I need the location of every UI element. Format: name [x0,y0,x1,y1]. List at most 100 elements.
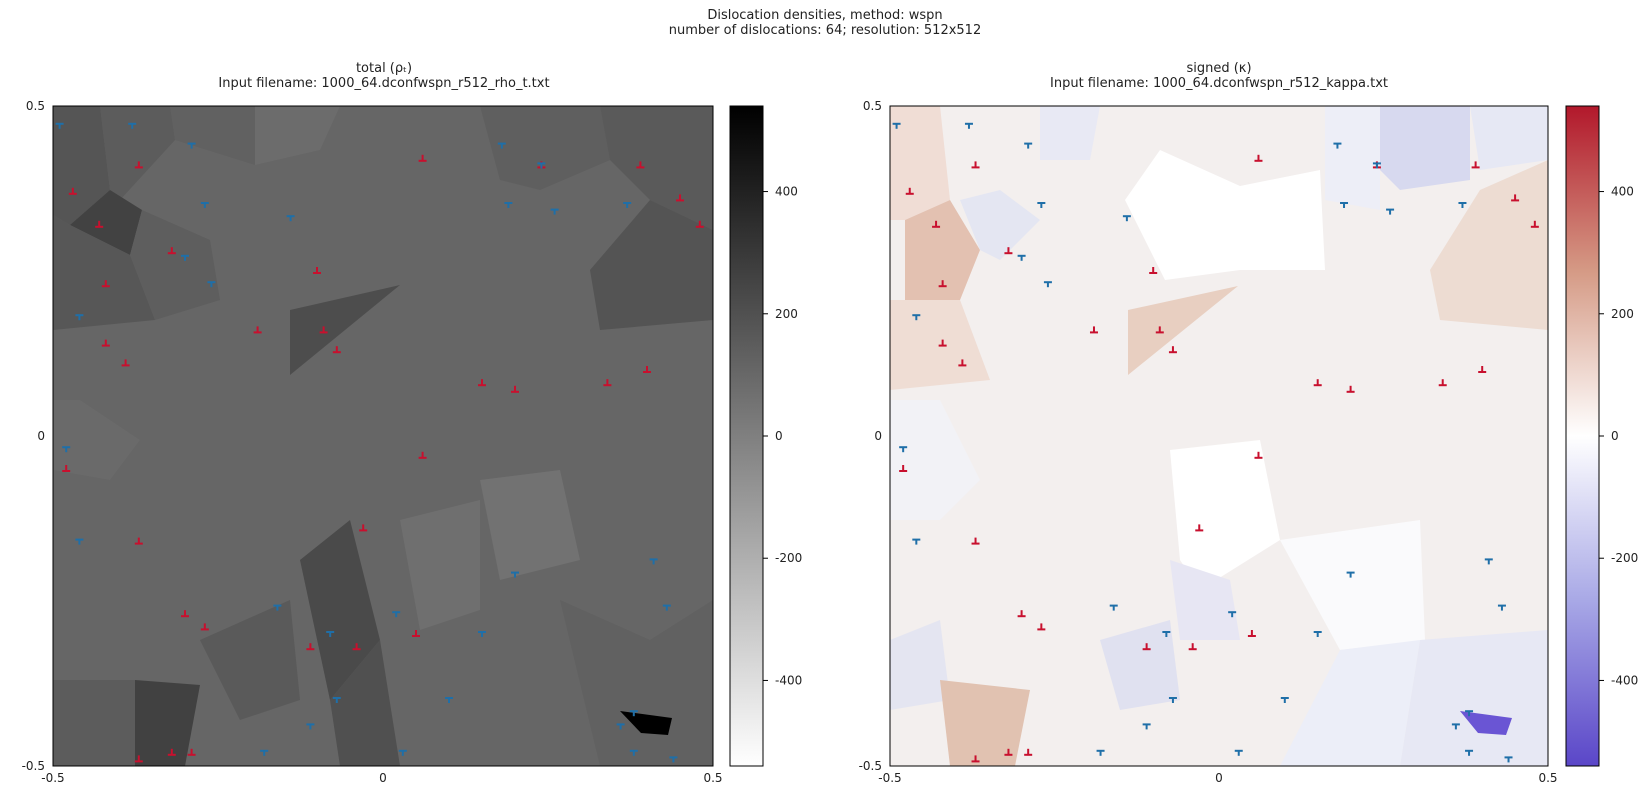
negative-dislocation-marker [128,122,137,129]
negative-dislocation-marker [1465,710,1474,717]
positive-dislocation-marker [1024,748,1033,756]
positive-dislocation-marker [1142,643,1151,651]
negative-dislocation-marker [75,538,84,545]
positive-dislocation-marker [971,537,980,545]
positive-dislocation-marker [1530,220,1539,228]
positive-dislocation-marker [1254,451,1263,459]
negative-dislocation-marker [616,723,625,730]
signed-axes: -0.5 0 0.5 0.5 0 -0.5 [859,99,1558,785]
positive-dislocation-marker [101,280,110,288]
positive-dislocation-marker [603,379,612,387]
negative-dislocation-marker [1122,215,1131,222]
negative-dislocation-marker [623,202,632,208]
negative-dislocation-marker [181,254,189,261]
positive-dislocation-marker [636,161,645,169]
negative-dislocation-marker [445,697,453,703]
positive-dislocation-marker [1254,154,1263,162]
total-y-tick-label: 0.5 [26,99,45,113]
negative-dislocation-marker [75,314,84,321]
negative-dislocation-marker [629,710,638,717]
positive-dislocation-marker [359,524,368,532]
signed-x-tick-label: 0 [1215,771,1223,785]
negative-dislocation-marker [332,697,341,703]
negative-dislocation-marker [1484,558,1493,565]
negative-dislocation-marker [912,538,921,545]
total-panel-filename: Input filename: 1000_64.dconfwspn_r512_r… [218,76,549,91]
positive-dislocation-marker [200,623,209,631]
positive-dislocation-marker [101,339,110,347]
negative-dislocation-marker [1340,202,1349,208]
positive-dislocation-marker [68,187,77,195]
total-plot-frame [52,105,714,767]
positive-dislocation-marker [1155,326,1164,334]
positive-dislocation-marker [332,346,341,354]
positive-dislocation-marker [313,267,321,274]
negative-dislocation-marker [200,202,209,208]
signed-colorbar-tick-label: -400 [1611,673,1638,687]
positive-dislocation-marker [167,748,176,756]
positive-dislocation-marker [1188,643,1197,651]
positive-dislocation-marker [1004,247,1013,255]
total-colorbar-tick-label: 200 [775,307,798,321]
negative-dislocation-marker [1228,611,1237,618]
total-y-tick-label: -0.5 [22,759,45,773]
positive-dislocation-marker [121,359,130,367]
negative-dislocation-marker [649,558,658,565]
negative-dislocation-marker [550,208,559,215]
negative-dislocation-marker [1142,723,1151,730]
figure-title-line1: Dislocation densities, method: wspn [707,8,942,23]
total-panel-title: total (ρₜ) [356,61,412,76]
negative-dislocation-marker [187,142,196,149]
positive-dislocation-marker [253,326,262,334]
positive-dislocation-marker [1037,623,1046,631]
signed-colorbar [1565,105,1600,767]
positive-dislocation-marker [1438,379,1447,387]
total-y-tick-label: 0 [37,429,45,443]
positive-dislocation-marker [1168,346,1177,354]
negative-dislocation-marker [1372,162,1381,169]
total-colorbar-ticks: 400 200 0 -200 -400 [763,185,802,687]
positive-dislocation-marker [899,465,908,472]
negative-dislocation-marker [306,723,315,730]
negative-dislocation-marker [1017,254,1026,261]
negative-dislocation-marker [207,281,216,288]
negative-dislocation-marker [1497,604,1506,611]
positive-dislocation-marker [1471,161,1480,169]
positive-dislocation-marker [971,755,980,763]
negative-dislocation-marker [1465,749,1474,756]
negative-dislocation-marker [662,604,671,611]
total-colorbar-tick-label: -400 [775,673,802,687]
total-x-tick-label: -0.5 [41,771,64,785]
negative-dislocation-marker [1346,571,1355,578]
negative-dislocation-marker [1451,723,1460,730]
signed-heatmap [890,106,1548,766]
positive-dislocation-marker [1313,379,1322,387]
total-dislocation-markers [55,122,704,763]
positive-dislocation-marker [1195,524,1204,532]
positive-dislocation-marker [971,161,980,169]
total-x-tick-label: 0.5 [703,771,722,785]
positive-dislocation-marker [938,280,947,288]
positive-dislocation-marker [62,465,71,472]
negative-dislocation-marker [392,611,401,618]
negative-dislocation-marker [478,631,486,637]
positive-dislocation-marker [938,339,947,347]
negative-dislocation-marker [1096,749,1105,756]
negative-dislocation-marker [511,571,519,578]
positive-dislocation-marker [412,630,420,637]
signed-plot-frame [889,105,1549,767]
negative-dislocation-marker [669,756,678,763]
positive-dislocation-marker [187,748,196,756]
negative-dislocation-marker [629,749,638,756]
negative-dislocation-marker [1043,281,1052,288]
signed-dislocation-markers [892,122,1539,763]
positive-dislocation-marker [1149,267,1158,274]
positive-dislocation-marker [134,537,143,545]
negative-dislocation-marker [62,446,71,453]
negative-dislocation-marker [273,604,282,611]
positive-dislocation-marker [1004,748,1013,756]
positive-dislocation-marker [478,379,486,387]
negative-dislocation-marker [1234,749,1243,756]
positive-dislocation-marker [905,187,914,195]
positive-dislocation-marker [319,326,328,334]
